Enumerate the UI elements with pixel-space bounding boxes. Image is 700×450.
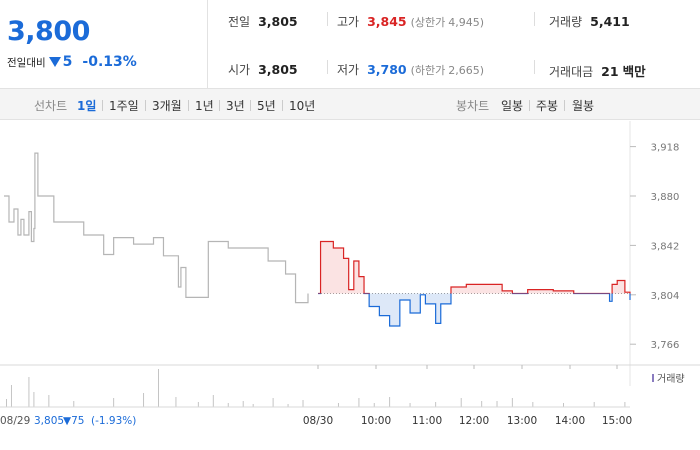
- volume-label: 거래량: [549, 15, 583, 29]
- prev-day-close: 3,805: [34, 415, 64, 427]
- divider: [534, 12, 535, 26]
- amount-label: 거래대금: [549, 65, 594, 79]
- stat-high: 고가 3,845 (상한가 4,945): [337, 13, 484, 30]
- tab-divider: [219, 100, 220, 111]
- diff-label: 전일대비: [7, 56, 46, 69]
- y-tick-label: 3,766: [651, 340, 680, 351]
- tab-3y[interactable]: 3년: [226, 99, 245, 113]
- prev-close-value: 3,805: [258, 14, 298, 29]
- low-label: 저가: [337, 63, 360, 77]
- x-tick-label: 10:00: [361, 415, 391, 427]
- stat-volume: 거래량 5,411: [549, 13, 630, 30]
- divider: [327, 60, 328, 74]
- lower-limit-value: 2,665): [448, 64, 485, 77]
- volume-value: 5,411: [590, 14, 630, 29]
- stat-prev-close: 전일 3,805: [228, 13, 298, 30]
- stat-open: 시가 3,805: [228, 61, 298, 78]
- down-arrow-icon: [48, 57, 61, 67]
- x-tick-label: 15:00: [602, 415, 632, 427]
- high-label: 고가: [337, 15, 360, 29]
- tab-divider: [188, 100, 189, 111]
- tab-1w[interactable]: 1주일: [109, 99, 139, 113]
- upper-limit-value: 4,945): [448, 16, 485, 29]
- high-value: 3,845: [367, 14, 407, 29]
- volume-legend-label: 거래량: [657, 373, 685, 385]
- tab-1y[interactable]: 1년: [195, 99, 214, 113]
- tab-weekly[interactable]: 주봉: [536, 99, 559, 113]
- amount-value: 21: [601, 64, 619, 79]
- open-label: 시가: [228, 63, 251, 77]
- tab-divider: [250, 100, 251, 111]
- chart-period-tabs: 선차트 1일 1주일 3개월 1년 3년 5년 10년 봉차트 일봉 주봉 월봉: [0, 89, 700, 120]
- amount-unit: 백만: [622, 64, 646, 79]
- divider: [534, 60, 535, 74]
- low-value: 3,780: [367, 62, 407, 77]
- tab-3m[interactable]: 3개월: [152, 99, 182, 113]
- tab-divider: [102, 100, 103, 111]
- tab-divider: [564, 100, 565, 111]
- stat-amount: 거래대금 21 백만: [549, 61, 646, 80]
- prev-day-line: [4, 152, 309, 304]
- open-value: 3,805: [258, 62, 298, 77]
- prev-close-label: 전일: [228, 15, 251, 29]
- tab-daily[interactable]: 일봉: [501, 99, 524, 113]
- x-tick-label: 14:00: [555, 415, 585, 427]
- price-change-row: 전일대비 5 -0.13%: [7, 54, 137, 70]
- price-box: 3,800 전일대비 5 -0.13%: [0, 0, 208, 89]
- stat-low: 저가 3,780 (하한가 2,665): [337, 61, 484, 78]
- tab-divider: [282, 100, 283, 111]
- y-tick-label: 3,880: [651, 192, 680, 203]
- lower-limit-label: (하한가: [410, 64, 446, 77]
- prev-day-change: ▼75: [63, 415, 84, 427]
- today-down-area: [318, 293, 630, 326]
- prev-day-pct: (-1.93%): [91, 415, 136, 427]
- intraday-price-chart[interactable]: 3,766 3,804 3,842 3,880 3,918 거래량 08/30 10:00 11…: [0, 121, 700, 450]
- tab-10y[interactable]: 10년: [289, 99, 316, 113]
- x-tick-label: 08/30: [303, 415, 333, 427]
- x-tick-label: 13:00: [507, 415, 537, 427]
- tab-divider: [529, 100, 530, 111]
- candle-chart-label: 봉차트: [456, 99, 490, 113]
- y-tick-label: 3,804: [651, 291, 680, 302]
- today-line-down: [318, 293, 631, 327]
- price-stats: 전일 3,805 고가 3,845 (상한가 4,945) 거래량 5,411 시가 3,8…: [209, 0, 700, 89]
- today-line-up: [318, 240, 631, 294]
- divider: [327, 12, 328, 26]
- prev-day-date: 08/29: [0, 415, 30, 427]
- y-tick-label: 3,842: [651, 241, 680, 252]
- upper-limit-label: (상한가: [410, 16, 446, 29]
- current-price: 3,800: [7, 16, 90, 47]
- tab-monthly[interactable]: 월봉: [572, 99, 595, 113]
- tab-divider: [145, 100, 146, 111]
- diff-percent: -0.13%: [82, 54, 137, 70]
- tab-1d[interactable]: 1일: [77, 99, 97, 113]
- today-up-area: [318, 241, 630, 294]
- volume-legend-swatch: [652, 374, 654, 382]
- x-tick-label: 12:00: [459, 415, 489, 427]
- y-tick-label: 3,918: [651, 143, 680, 154]
- price-summary: 3,800 전일대비 5 -0.13% 전일 3,805 고가 3,845 (상한가 4…: [0, 0, 700, 89]
- line-chart-label: 선차트: [34, 99, 68, 113]
- diff-value: 5: [62, 54, 73, 70]
- x-tick-label: 11:00: [412, 415, 442, 427]
- tab-5y[interactable]: 5년: [257, 99, 276, 113]
